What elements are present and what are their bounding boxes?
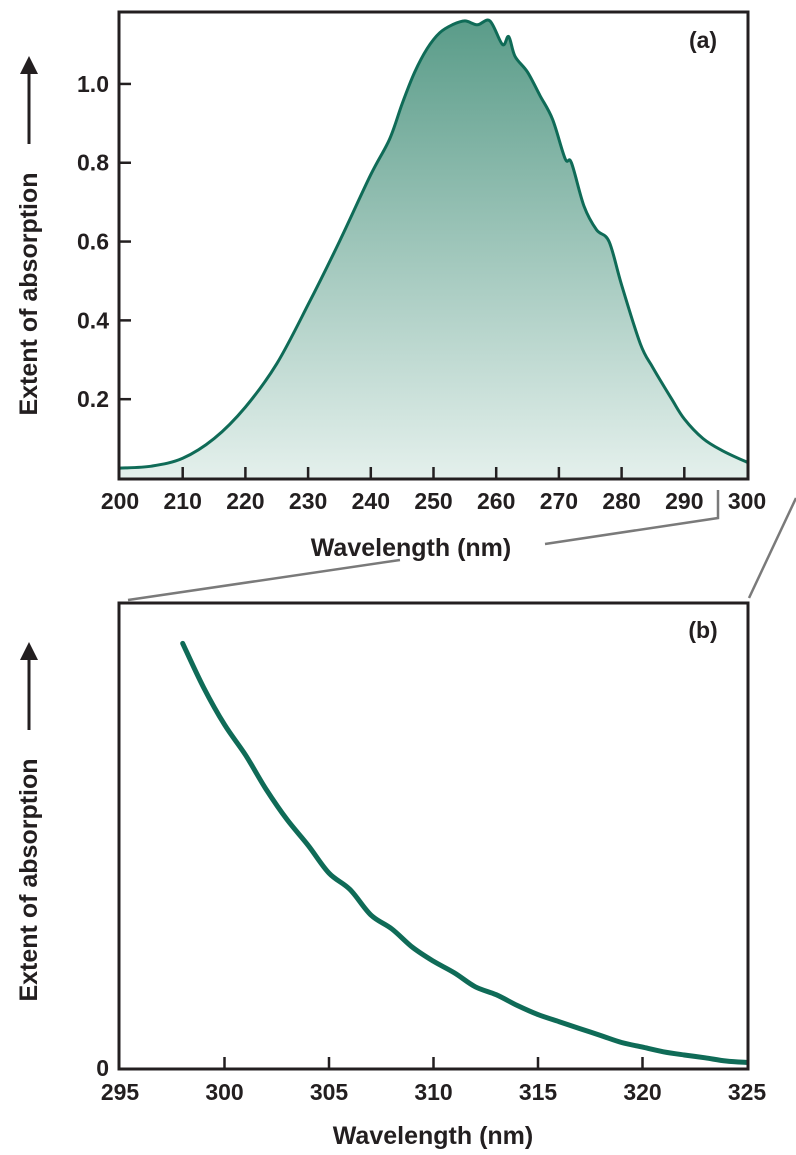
y-arrow-icon <box>20 642 38 660</box>
x-tick-label: 310 <box>414 1079 452 1105</box>
panel-a-frame <box>117 10 750 481</box>
panel-b-y-axis-title: Extent of absorption <box>15 758 43 1001</box>
y-tick-label: 0.6 <box>77 229 109 255</box>
panel-b-y-axis-title-group: Extent of absorption <box>15 642 43 1002</box>
x-tick-label: 300 <box>205 1079 243 1105</box>
absorption-curve <box>119 18 748 470</box>
x-tick-label: 295 <box>101 1079 140 1105</box>
y-tick-label: 0.8 <box>77 150 109 176</box>
x-tick-label: 250 <box>414 488 452 514</box>
absorption-curve-tail <box>180 640 750 1065</box>
panel-a-y-axis-title-group: Extent of absorption <box>15 56 43 416</box>
panel-a-label: (a) <box>689 27 717 53</box>
panel-a: 200 210 220 230 240 250 260 270 280 290 300 0.2 0.4 0… <box>15 10 766 562</box>
absorption-area <box>120 20 747 478</box>
panel-a-ticks: 200 210 220 230 240 250 260 270 280 290 300 0.2 0.4 0… <box>77 71 766 514</box>
x-tick-label: 315 <box>519 1079 558 1105</box>
y-arrow-icon <box>20 56 38 74</box>
y-tick-label: 0 <box>96 1055 109 1081</box>
x-tick-label: 220 <box>226 488 264 514</box>
x-tick-label: 300 <box>728 488 766 514</box>
x-tick-label: 210 <box>164 488 202 514</box>
panel-b-frame <box>117 601 750 1071</box>
zoom-connector-edge <box>747 497 796 599</box>
x-tick-label: 230 <box>289 488 327 514</box>
y-tick-label: 1.0 <box>77 71 109 97</box>
x-tick-label: 305 <box>310 1079 349 1105</box>
zoom-connector <box>127 490 796 602</box>
x-tick-label: 270 <box>540 488 578 514</box>
zoom-connector-left <box>127 558 401 602</box>
zoom-connector-right <box>544 490 720 546</box>
panel-b-x-axis-title: Wavelength (nm) <box>333 1122 533 1150</box>
x-tick-label: 290 <box>665 488 703 514</box>
panel-b-ticks: 295 300 305 310 315 320 325 0 <box>96 1055 766 1105</box>
panel-b-label: (b) <box>688 617 717 643</box>
x-tick-label: 200 <box>101 488 139 514</box>
x-tick-label: 240 <box>352 488 390 514</box>
y-tick-label: 0.4 <box>77 307 109 333</box>
panel-a-y-axis-title: Extent of absorption <box>15 172 43 415</box>
x-tick-label: 325 <box>728 1079 767 1105</box>
y-tick-label: 0.2 <box>77 386 109 412</box>
panel-b: 295 300 305 310 315 320 325 0 (b) Wavelength (n… <box>15 601 766 1150</box>
x-tick-label: 280 <box>602 488 640 514</box>
x-tick-label: 260 <box>477 488 515 514</box>
x-tick-label: 320 <box>623 1079 661 1105</box>
panel-a-x-axis-title: Wavelength (nm) <box>311 534 511 562</box>
